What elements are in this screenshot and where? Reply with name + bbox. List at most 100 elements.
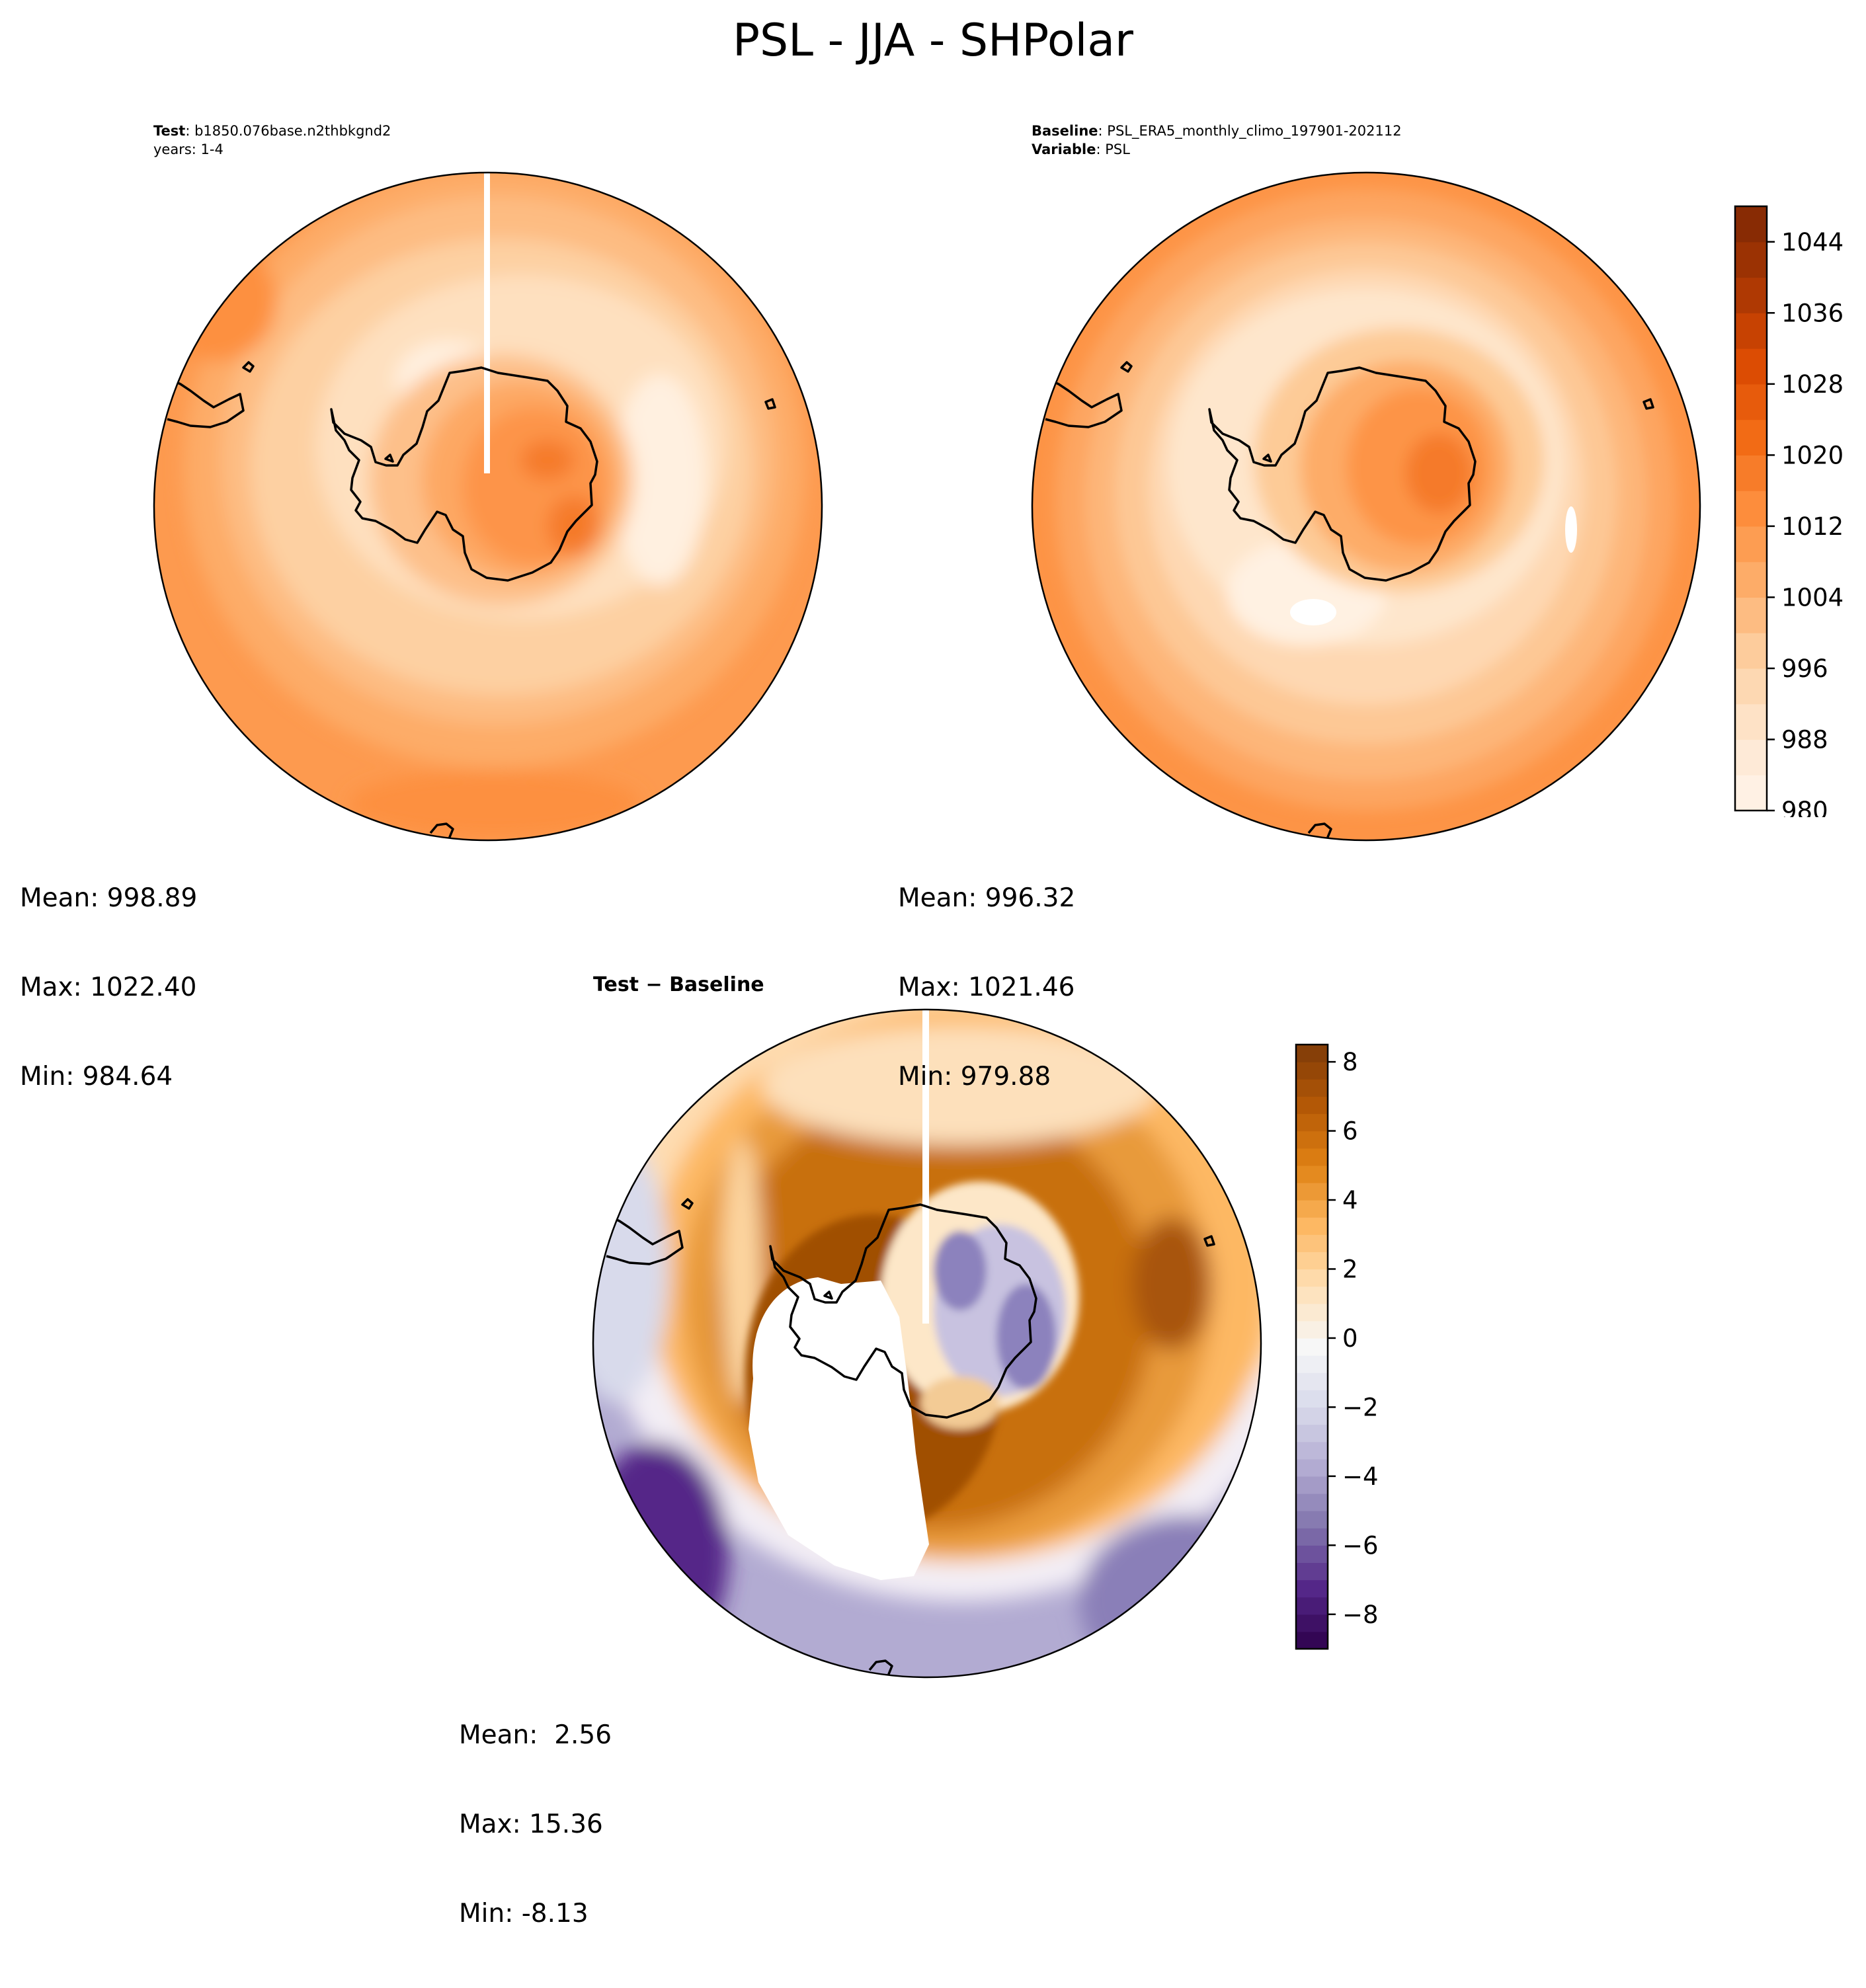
psl-colorbar-tick-label: 1004 <box>1781 583 1844 612</box>
diff-colorbar-tick-label: −8 <box>1342 1601 1379 1629</box>
psl-colorbar-band <box>1735 277 1767 313</box>
diff-colorbar-tick-label: −6 <box>1342 1531 1379 1560</box>
variable-name: PSL <box>1105 141 1130 157</box>
diff-colorbar-tick-label: 4 <box>1342 1186 1358 1214</box>
test-panel-header: Test: b1850.076base.n2thbkgnd2 years: 1-… <box>153 123 391 157</box>
diff-colorbar-band <box>1296 1493 1328 1511</box>
diff-colorbar: 8 6 4 2 0 −2 −4 −6 −8 <box>1295 1043 1379 1650</box>
psl-colorbar-band <box>1735 775 1767 811</box>
test-max: Max: 1022.40 <box>20 973 197 1002</box>
psl-colorbar-tick-label: 1028 <box>1781 370 1844 399</box>
diff-colorbar-band <box>1296 1476 1328 1494</box>
diff-colorbar-band <box>1296 1217 1328 1235</box>
psl-colorbar-band <box>1735 455 1767 491</box>
diff-colorbar-band <box>1296 1062 1328 1080</box>
diff-colorbar-ticks: 8 6 4 2 0 −2 −4 −6 −8 <box>1328 1048 1379 1629</box>
baseline-panel-header: Baseline: PSL_ERA5_monthly_climo_197901-… <box>1032 123 1402 157</box>
psl-colorbar-band <box>1735 348 1767 385</box>
psl-colorbar-tick-label: 996 <box>1781 655 1828 683</box>
baseline-label: Baseline <box>1032 123 1098 139</box>
psl-colorbar-band <box>1735 633 1767 669</box>
diff-colorbar-band <box>1296 1528 1328 1546</box>
diff-colorbar-band <box>1296 1303 1328 1322</box>
diff-colorbar-band <box>1296 1320 1328 1339</box>
diff-colorbar-tick-label: −4 <box>1342 1462 1379 1491</box>
diff-colorbar-band <box>1296 1579 1328 1598</box>
figure-title: PSL - JJA - SHPolar <box>732 15 1134 67</box>
diff-colorbar-band <box>1296 1614 1328 1632</box>
baseline-map <box>1031 171 1701 842</box>
psl-colorbar-tick-label: 988 <box>1781 725 1828 754</box>
test-map <box>153 171 823 842</box>
psl-colorbar-band <box>1735 668 1767 705</box>
psl-colorbar-band <box>1735 739 1767 775</box>
psl-colorbar-tick-label: 1020 <box>1781 441 1844 469</box>
psl-colorbar-band <box>1735 561 1767 598</box>
diff-colorbar-band <box>1296 1562 1328 1581</box>
diff-colorbar-band <box>1296 1252 1328 1270</box>
diff-colorbar-band <box>1296 1200 1328 1218</box>
psl-colorbar-band <box>1735 491 1767 527</box>
psl-colorbar-tick-label: 980 <box>1781 797 1828 817</box>
diff-colorbar-band <box>1296 1234 1328 1252</box>
psl-colorbar-band <box>1735 419 1767 456</box>
baseline-field <box>1032 173 1700 840</box>
diff-stats: Mean: 2.56 Max: 15.36 Min: -8.13 <box>459 1661 612 1988</box>
diff-colorbar-band <box>1296 1096 1328 1115</box>
test-field <box>154 173 822 840</box>
baseline-max: Max: 1021.46 <box>898 973 1075 1002</box>
psl-colorbar-band <box>1735 206 1767 243</box>
psl-colorbar-band <box>1735 241 1767 278</box>
diff-colorbar-band <box>1296 1269 1328 1287</box>
diff-map <box>592 1008 1262 1679</box>
diff-colorbar-bands <box>1296 1045 1328 1650</box>
psl-colorbar-ticks: 1044 1036 1028 1020 1012 1004 996 988 980 <box>1767 228 1844 817</box>
diff-colorbar-band <box>1296 1131 1328 1149</box>
test-mean: Mean: 998.89 <box>20 883 198 913</box>
diff-colorbar-band <box>1296 1045 1328 1062</box>
baseline-mean: Mean: 996.32 <box>898 883 1076 913</box>
variable-label: Variable <box>1032 141 1096 157</box>
diff-colorbar-band <box>1296 1286 1328 1304</box>
diff-panel-title: Test − Baseline <box>593 973 764 996</box>
baseline-case-name: PSL_ERA5_monthly_climo_197901-202112 <box>1107 123 1402 139</box>
psl-colorbar-tick-label: 1044 <box>1781 228 1844 257</box>
psl-colorbar-band <box>1735 313 1767 349</box>
diff-max: Max: 15.36 <box>459 1809 603 1839</box>
test-stats: Mean: 998.89 Max: 1022.40 Min: 984.64 <box>20 824 197 1151</box>
diff-colorbar-band <box>1296 1458 1328 1477</box>
psl-colorbar-bands <box>1735 206 1767 811</box>
baseline-min: Min: 979.88 <box>898 1062 1051 1092</box>
psl-colorbar-band <box>1735 383 1767 420</box>
diff-colorbar-band <box>1296 1597 1328 1615</box>
diff-colorbar-band <box>1296 1390 1328 1408</box>
diff-colorbar-tick-label: 8 <box>1342 1048 1358 1076</box>
diff-colorbar-frame <box>1295 1043 1329 1650</box>
diff-colorbar-band <box>1296 1441 1328 1460</box>
diff-colorbar-band <box>1296 1372 1328 1390</box>
test-label: Test <box>153 123 186 139</box>
diff-colorbar-band <box>1296 1631 1328 1650</box>
psl-colorbar-frame <box>1734 205 1768 812</box>
diff-colorbar-band <box>1296 1545 1328 1564</box>
test-years: years: 1-4 <box>153 141 223 157</box>
diff-colorbar-band <box>1296 1355 1328 1373</box>
diff-min: Min: -8.13 <box>459 1899 588 1928</box>
diff-mean: Mean: 2.56 <box>459 1720 612 1750</box>
diff-colorbar-band <box>1296 1165 1328 1183</box>
psl-colorbar-band <box>1735 703 1767 740</box>
psl-colorbar: 1044 1036 1028 1020 1012 1004 996 988 980 <box>1734 205 1844 817</box>
test-min: Min: 984.64 <box>20 1062 173 1092</box>
test-case-name: b1850.076base.n2thbkgnd2 <box>194 123 391 139</box>
diff-colorbar-band <box>1296 1424 1328 1443</box>
diff-colorbar-band <box>1296 1337 1328 1356</box>
psl-colorbar-band <box>1735 597 1767 633</box>
diff-colorbar-band <box>1296 1113 1328 1132</box>
psl-colorbar-band <box>1735 526 1767 563</box>
diff-colorbar-band <box>1296 1407 1328 1425</box>
diff-colorbar-band <box>1296 1511 1328 1529</box>
diff-colorbar-tick-label: 2 <box>1342 1255 1358 1283</box>
baseline-stats: Mean: 996.32 Max: 1021.46 Min: 979.88 <box>898 824 1075 1151</box>
psl-colorbar-tick-label: 1036 <box>1781 299 1844 327</box>
diff-colorbar-tick-label: 0 <box>1342 1324 1358 1353</box>
